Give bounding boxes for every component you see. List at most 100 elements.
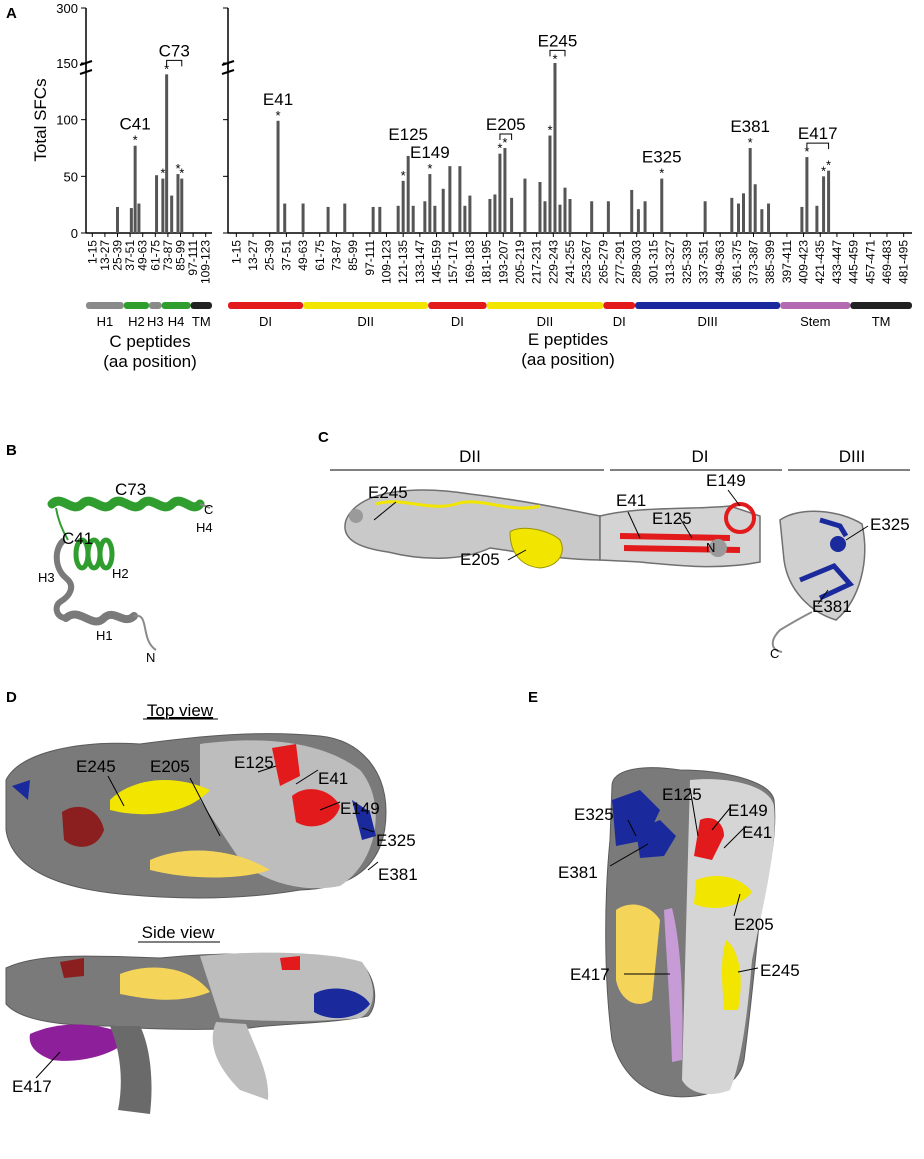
e-bar <box>411 205 415 233</box>
e-trimer-surface: E325 E125 E149 E41 E381 E205 E417 E245 <box>558 767 800 1098</box>
e41-label-e: E41 <box>742 823 772 842</box>
c-significance-star: * <box>133 133 138 148</box>
e-x-tick-label: 301-315 <box>646 240 660 284</box>
c-bar <box>176 174 180 233</box>
c-bar <box>155 175 159 233</box>
e-domain-bar <box>850 302 912 309</box>
e41-leader-e <box>723 825 747 849</box>
e149-leader-d <box>319 801 341 811</box>
dii-sphere <box>349 509 363 523</box>
e-bar <box>371 206 375 233</box>
e-x-tick-label: 469-483 <box>880 240 894 284</box>
e-x-tick-label: 397-411 <box>780 240 794 283</box>
c-terminus-label: C <box>204 502 213 517</box>
e205-label-e: E205 <box>734 915 774 934</box>
e-bar <box>815 205 819 233</box>
trimer-yellow-e245 <box>722 940 741 1010</box>
e-xlabel-line1: E peptides <box>528 330 608 349</box>
e-bar <box>378 206 382 233</box>
e245-leader <box>373 501 397 521</box>
e-bar <box>493 194 497 233</box>
e-domain-label: DI <box>259 314 272 329</box>
e-x-tick-label: 241-255 <box>563 240 577 284</box>
e149-label-d: E149 <box>340 799 380 818</box>
e381-leader-e <box>609 843 649 867</box>
dii-header: DII <box>459 447 481 466</box>
y-tick-label: 300 <box>56 1 78 16</box>
side-view-red <box>280 956 300 970</box>
e205-leader-e <box>733 893 741 917</box>
top-view-red-e125 <box>272 744 300 786</box>
e-significance-star: * <box>821 163 826 178</box>
e-bar <box>538 182 542 233</box>
e-bar <box>636 209 640 233</box>
e-x-tick-label: 277-291 <box>613 240 627 284</box>
e149-leader-e <box>711 807 731 831</box>
c-domain-label: H3 <box>147 314 164 329</box>
e-x-tick-label: 97-111 <box>363 240 377 276</box>
e-x-tick-label: 349-363 <box>713 240 727 284</box>
c-x-tick-label: 109-123 <box>199 240 213 284</box>
e-x-tick-label: 433-447 <box>830 240 844 284</box>
c-bar <box>133 145 137 233</box>
e-significance-star: * <box>502 135 507 150</box>
e149-label-e: E149 <box>728 801 768 820</box>
y-tick-label: 150 <box>56 56 78 71</box>
e-domain-bar <box>780 302 851 309</box>
e-significance-star: * <box>497 141 502 156</box>
side-view-tm-left <box>110 1026 152 1114</box>
c-bar <box>161 178 165 233</box>
e-axis-break-2 <box>221 69 235 75</box>
e-bar <box>488 199 492 233</box>
e-peak-label: E149 <box>410 143 450 162</box>
c-bar <box>137 203 141 233</box>
top-view-yellow-lower <box>150 850 270 878</box>
trimer-red <box>694 817 724 860</box>
side-view-blue <box>314 988 370 1019</box>
e325-leader-e <box>627 819 637 837</box>
e-significance-star: * <box>276 108 281 123</box>
y-tick-label: 50 <box>64 169 78 184</box>
e-bar <box>558 204 562 233</box>
c-significance-star: * <box>160 166 165 181</box>
e-significance-star: * <box>401 168 406 183</box>
e149-leader <box>727 489 741 507</box>
e-bar <box>800 206 804 233</box>
e-x-tick-label: 289-303 <box>630 240 644 284</box>
c-peak-label: C41 <box>120 115 151 134</box>
e-bar <box>760 209 764 233</box>
top-view-title: Top view <box>147 701 214 720</box>
side-view-yellow <box>120 967 210 1000</box>
e-protein-ribbon: E245 E205 E41 E125 E149 E325 E381 N C <box>344 471 910 661</box>
e325-leader <box>845 525 869 541</box>
n-terminus-label: N <box>146 650 155 665</box>
e-x-tick-label: 37-51 <box>279 240 293 271</box>
e-domain-label: TM <box>872 314 891 329</box>
e-x-tick-label: 385-399 <box>763 240 777 284</box>
e125-leader-e <box>689 787 699 837</box>
e381-label-e: E381 <box>558 863 598 882</box>
e-bar <box>736 203 740 233</box>
e205-leader-d <box>189 777 221 837</box>
e125-leader-d <box>257 765 277 773</box>
e-bar <box>590 201 594 233</box>
c-domain-label: H1 <box>97 314 114 329</box>
c41-helix-coil-3 <box>97 537 115 571</box>
c-significance-star: * <box>164 61 169 76</box>
diii-sphere <box>830 536 846 552</box>
e-x-tick-label: 229-243 <box>546 240 560 284</box>
di-header: DI <box>692 447 709 466</box>
e-bar <box>822 176 826 233</box>
e205-label-c: E205 <box>460 550 500 569</box>
e-bar <box>563 187 567 233</box>
e-bar-upper <box>553 64 557 72</box>
e-x-tick-label: 145-159 <box>430 240 444 284</box>
e381-leader-d <box>367 861 379 871</box>
e-domain-label: DI <box>613 314 626 329</box>
c-x-tick-label: 13-27 <box>98 240 112 271</box>
di-red-helix <box>724 502 756 534</box>
top-view-dark-red <box>62 806 104 847</box>
side-view-purple-stem <box>29 1024 131 1061</box>
e-x-tick-label: 13-27 <box>246 240 260 271</box>
